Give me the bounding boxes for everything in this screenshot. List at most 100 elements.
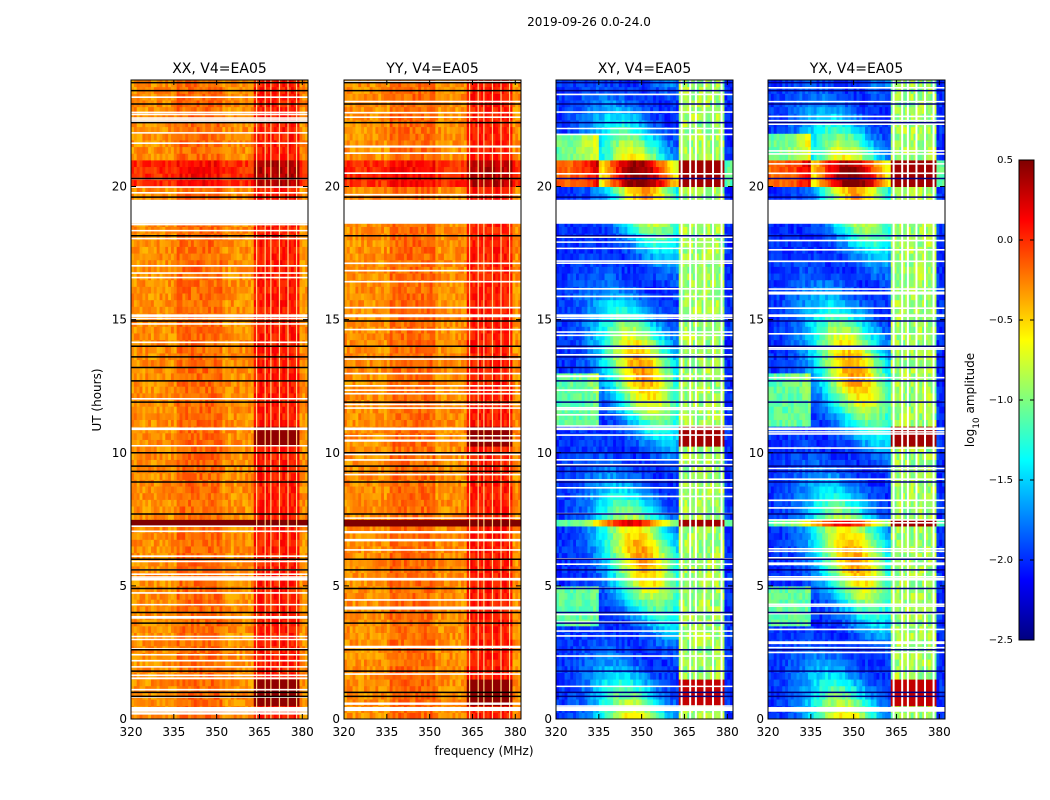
heatmap-cell [282, 486, 286, 494]
heatmap-cell [276, 259, 280, 267]
heatmap-cell [179, 419, 183, 427]
heatmap-cell [179, 452, 183, 460]
heatmap-cell [182, 339, 186, 347]
heatmap-cell [168, 273, 172, 281]
heatmap-cell [205, 712, 209, 719]
heatmap-cell [188, 599, 192, 607]
heatmap-cell [216, 545, 220, 554]
heatmap-cell [239, 539, 243, 547]
heatmap-cell [236, 605, 240, 613]
heatmap-cell [265, 545, 269, 554]
heatmap-cell [253, 479, 258, 487]
heatmap-cell [248, 266, 252, 274]
heatmap-cell [302, 432, 306, 440]
heatmap-cell [139, 386, 143, 394]
heatmap-cell [259, 492, 263, 500]
heatmap-cell [253, 452, 258, 460]
heatmap-cell [279, 599, 283, 607]
heatmap-cell [168, 326, 172, 334]
heatmap-cell [270, 253, 275, 261]
heatmap-cell [202, 253, 206, 261]
heatmap-cell [145, 332, 149, 341]
heatmap-cell [131, 679, 135, 687]
heatmap-cell [219, 392, 223, 400]
heatmap-cell [228, 452, 232, 460]
heatmap-cell [156, 665, 161, 673]
heatmap-cell [159, 273, 163, 281]
heatmap-cell [265, 233, 269, 241]
heatmap-cell [305, 459, 308, 467]
heatmap-cell [276, 439, 280, 447]
heatmap-cell [242, 326, 246, 334]
heatmap-cell [179, 372, 183, 381]
heatmap-cell [293, 712, 298, 719]
heatmap-cell [270, 346, 275, 354]
heatmap-cell [182, 246, 186, 254]
heatmap-cell [145, 366, 149, 374]
heatmap-cell [239, 372, 243, 381]
heatmap-cell [299, 479, 303, 487]
heatmap-cell [236, 506, 240, 514]
heatmap-cell [299, 712, 303, 719]
heatmap-cell [296, 392, 300, 400]
heatmap-cell [196, 712, 201, 719]
heatmap-cell [268, 452, 272, 460]
heatmap-cell [293, 266, 298, 274]
heatmap-cell [216, 372, 220, 381]
heatmap-cell [210, 665, 215, 673]
heatmap-cell [248, 432, 252, 440]
heatmap-cell [213, 659, 218, 667]
heatmap-cell [250, 446, 255, 454]
heatmap-cell [185, 359, 189, 367]
heatmap-cell [139, 326, 143, 334]
heatmap-cell [293, 372, 298, 381]
heatmap-cell [293, 539, 298, 547]
heatmap-cell [248, 659, 252, 667]
heatmap-cell [159, 179, 163, 187]
heatmap-cell [216, 392, 220, 400]
heatmap-cell [145, 699, 149, 707]
heatmap-cell [205, 652, 209, 660]
heatmap-cell [239, 712, 243, 719]
heatmap-cell [145, 386, 149, 394]
heatmap-cell [213, 452, 218, 460]
heatmap-cell [142, 359, 146, 367]
heatmap-cell [159, 592, 163, 600]
heatmap-cell [162, 346, 166, 354]
heatmap-cell [210, 512, 215, 520]
heatmap-cell [285, 639, 289, 647]
heatmap-cell [290, 419, 295, 427]
heatmap-cell [268, 665, 272, 673]
heatmap-cell [216, 386, 220, 394]
heatmap-cell [168, 572, 172, 580]
heatmap-cell [142, 299, 146, 307]
heatmap-cell [242, 406, 246, 414]
heatmap-cell [196, 499, 201, 507]
heatmap-cell [148, 419, 152, 427]
heatmap-cell [213, 179, 218, 187]
heatmap-cell [153, 326, 158, 334]
heatmap-cell [170, 452, 175, 460]
heatmap-cell [296, 439, 300, 447]
heatmap-cell [139, 332, 143, 341]
heatmap-cell [222, 452, 226, 460]
heatmap-cell [299, 599, 303, 607]
heatmap-cell [162, 579, 166, 587]
heatmap-cell [219, 279, 223, 287]
heatmap-cell [248, 585, 252, 594]
heatmap-cell [302, 466, 306, 474]
heatmap-cell [136, 712, 141, 719]
heatmap-cell [233, 585, 238, 594]
heatmap-cell [233, 659, 238, 667]
heatmap-cell [153, 399, 158, 407]
heatmap-cell [148, 665, 152, 673]
heatmap-cell [282, 299, 286, 307]
heatmap-cell [139, 472, 143, 480]
heatmap-cell [190, 239, 195, 247]
heatmap-cell [222, 299, 226, 307]
heatmap-cell [170, 239, 175, 247]
heatmap-cell [305, 239, 308, 247]
heatmap-cell [299, 446, 303, 454]
heatmap-cell [219, 679, 223, 687]
heatmap-cell [159, 519, 163, 527]
